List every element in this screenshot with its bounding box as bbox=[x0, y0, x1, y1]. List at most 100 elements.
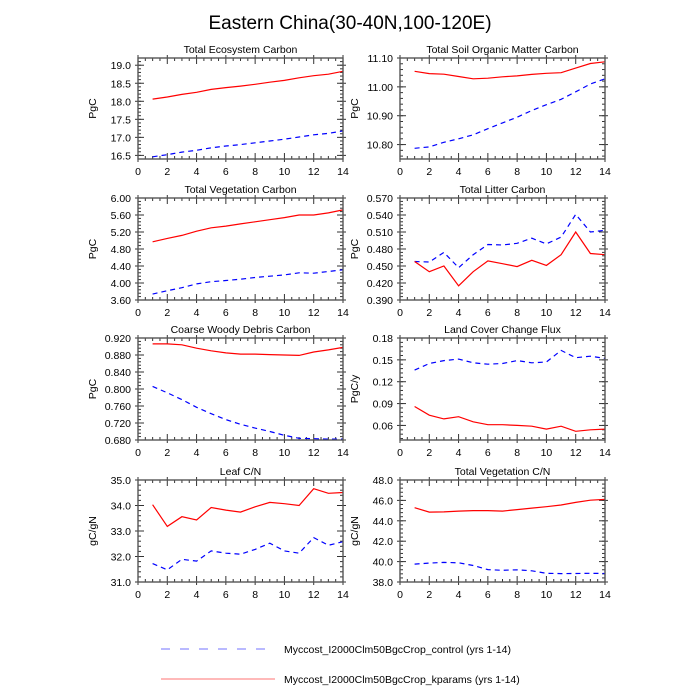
x-tick-label: 10 bbox=[279, 447, 291, 459]
x-tick-label: 6 bbox=[485, 166, 491, 178]
y-tick-label: 0.570 bbox=[367, 193, 393, 205]
x-tick-label: 6 bbox=[223, 166, 229, 178]
y-tick-label: 4.00 bbox=[111, 278, 132, 290]
series-line-kparams bbox=[152, 343, 344, 357]
panel-title: Total Vegetation C/N bbox=[455, 466, 551, 478]
series-line-control bbox=[414, 349, 606, 371]
panel-total-ecosystem-carbon: Total Ecosystem Carbon PgC 16.5 17.0 17.5 18.… bbox=[87, 44, 349, 178]
y-tick-label: 6.00 bbox=[111, 193, 132, 205]
x-tick-label: 12 bbox=[308, 447, 320, 459]
y-tick-label: 48.0 bbox=[373, 475, 394, 487]
y-tick-label: 5.20 bbox=[111, 227, 132, 239]
y-tick-label: 18.0 bbox=[111, 96, 132, 108]
panel-coarse-woody-debris-carbon: Coarse Woody Debris Carbon PgC 0.680 0.720 0… bbox=[87, 324, 349, 459]
panel-total-vegetation-c-n: Total Vegetation C/N gC/gN 38.0 40.0 42.0 44.… bbox=[349, 466, 611, 601]
x-tick-label: 2 bbox=[164, 447, 170, 459]
x-tick-label: 4 bbox=[456, 166, 462, 178]
x-tick-label: 6 bbox=[223, 447, 229, 459]
x-tick-label: 8 bbox=[252, 589, 258, 601]
y-tick-label: 0.450 bbox=[367, 261, 393, 273]
panel-total-soil-organic-matter-carbon: Total Soil Organic Matter Carbon PgC 10.80… bbox=[349, 44, 611, 178]
x-tick-label: 8 bbox=[252, 166, 258, 178]
x-tick-label: 10 bbox=[541, 447, 553, 459]
x-tick-label: 8 bbox=[514, 589, 520, 601]
series-line-kparams bbox=[414, 61, 606, 80]
x-tick-label: 6 bbox=[223, 307, 229, 319]
series-line-kparams bbox=[152, 488, 344, 528]
x-tick-label: 4 bbox=[194, 166, 200, 178]
y-tick-label: 0.15 bbox=[373, 355, 394, 367]
panel-leaf-c-n: Leaf C/N gC/gN 31.0 32.0 33.0 34.0 35.0 0 2 4 6 8 10… bbox=[87, 466, 349, 601]
y-tick-label: 10.90 bbox=[367, 111, 393, 123]
y-tick-label: 33.0 bbox=[111, 526, 132, 538]
series-line-kparams bbox=[152, 209, 344, 243]
y-tick-label: 42.0 bbox=[373, 536, 394, 548]
panel-title: Land Cover Change Flux bbox=[444, 324, 561, 336]
x-tick-label: 0 bbox=[135, 307, 141, 319]
series-line-control bbox=[152, 385, 343, 440]
y-axis-label: PgC bbox=[349, 238, 361, 259]
y-axis-label: PgC/y bbox=[349, 374, 361, 403]
panel-title: Coarse Woody Debris Carbon bbox=[171, 324, 311, 336]
y-tick-label: 0.880 bbox=[105, 350, 131, 362]
y-tick-label: 4.40 bbox=[111, 261, 132, 273]
plot-frame bbox=[399, 479, 606, 583]
y-tick-label: 11.10 bbox=[368, 53, 394, 65]
x-tick-label: 8 bbox=[514, 447, 520, 459]
x-tick-label: 0 bbox=[397, 307, 403, 319]
figure-title: Eastern China(30-40N,100-120E) bbox=[208, 13, 491, 34]
y-tick-label: 3.60 bbox=[111, 295, 132, 307]
series-line-kparams bbox=[152, 70, 344, 100]
x-tick-label: 12 bbox=[308, 589, 320, 601]
series-line-control bbox=[152, 130, 344, 158]
y-tick-label: 4.80 bbox=[111, 244, 132, 256]
panel-land-cover-change-flux: Land Cover Change Flux PgC/y 0.06 0.09 0.12 0… bbox=[349, 324, 611, 459]
plot-frame bbox=[137, 57, 344, 160]
x-tick-label: 12 bbox=[308, 307, 320, 319]
series-line-kparams bbox=[414, 498, 606, 513]
x-tick-label: 12 bbox=[570, 589, 582, 601]
y-axis-label: PgC bbox=[349, 98, 361, 119]
x-tick-label: 10 bbox=[541, 589, 553, 601]
y-tick-label: 17.5 bbox=[111, 114, 132, 126]
x-tick-label: 4 bbox=[194, 307, 200, 319]
x-tick-label: 8 bbox=[514, 307, 520, 319]
y-tick-label: 35.0 bbox=[111, 475, 132, 487]
y-tick-label: 0.390 bbox=[367, 295, 393, 307]
x-tick-label: 2 bbox=[426, 589, 432, 601]
x-tick-label: 4 bbox=[456, 589, 462, 601]
x-tick-label: 8 bbox=[252, 447, 258, 459]
x-tick-label: 14 bbox=[599, 447, 611, 459]
x-tick-label: 14 bbox=[599, 307, 611, 319]
panels: Total Ecosystem Carbon PgC 16.5 17.0 17.5 18.… bbox=[87, 44, 611, 601]
x-tick-label: 10 bbox=[541, 166, 553, 178]
x-tick-label: 2 bbox=[426, 166, 432, 178]
y-tick-label: 0.720 bbox=[105, 418, 131, 430]
panel-title: Leaf C/N bbox=[220, 466, 261, 478]
y-tick-label: 34.0 bbox=[111, 501, 132, 513]
x-tick-label: 12 bbox=[308, 166, 320, 178]
y-axis-label: gC/gN bbox=[349, 516, 361, 546]
x-tick-label: 10 bbox=[279, 589, 291, 601]
x-tick-label: 6 bbox=[485, 307, 491, 319]
series-line-control bbox=[414, 213, 606, 269]
x-tick-label: 0 bbox=[397, 589, 403, 601]
x-tick-label: 10 bbox=[279, 307, 291, 319]
panel-total-litter-carbon: Total Litter Carbon PgC 0.390 0.420 0.450 0.4… bbox=[349, 184, 611, 319]
y-tick-label: 40.0 bbox=[373, 557, 394, 569]
y-tick-label: 44.0 bbox=[373, 516, 394, 528]
x-tick-label: 2 bbox=[164, 589, 170, 601]
x-tick-label: 14 bbox=[337, 447, 349, 459]
plot-frame bbox=[399, 57, 606, 160]
x-tick-label: 2 bbox=[426, 307, 432, 319]
x-tick-label: 0 bbox=[135, 447, 141, 459]
plot-frame bbox=[137, 197, 344, 301]
panel-title: Total Litter Carbon bbox=[460, 184, 546, 196]
x-tick-label: 0 bbox=[397, 166, 403, 178]
x-tick-label: 0 bbox=[397, 447, 403, 459]
y-tick-label: 0.06 bbox=[373, 420, 394, 432]
x-tick-label: 4 bbox=[194, 447, 200, 459]
y-tick-label: 32.0 bbox=[111, 552, 132, 564]
x-tick-label: 6 bbox=[485, 589, 491, 601]
x-tick-label: 10 bbox=[279, 166, 291, 178]
